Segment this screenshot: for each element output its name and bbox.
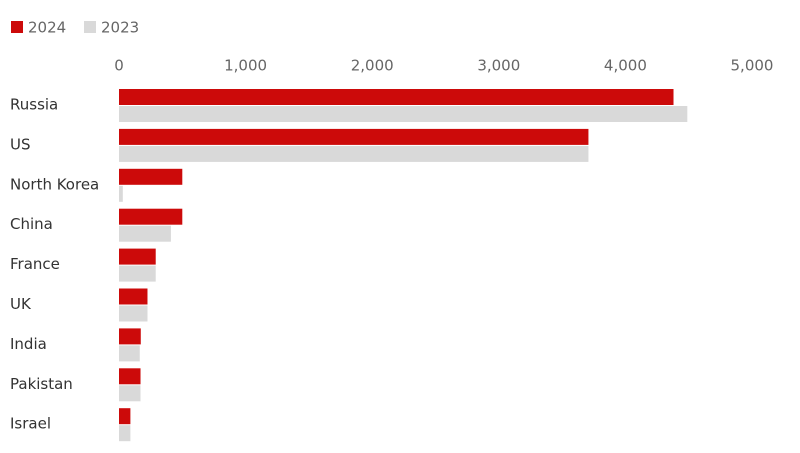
category-label: China [10, 215, 53, 233]
bar [119, 168, 183, 185]
bar [119, 305, 148, 322]
legend-swatch [11, 21, 23, 33]
category-label: Pakistan [10, 375, 73, 393]
x-tick-label: 0 [114, 57, 124, 75]
x-tick-label: 4,000 [604, 57, 647, 75]
bar [119, 265, 156, 282]
bar [119, 185, 123, 202]
bar [119, 345, 140, 362]
bar [119, 288, 148, 305]
category-label: North Korea [10, 175, 99, 193]
x-tick-label: 1,000 [224, 57, 267, 75]
category-label: India [10, 335, 47, 353]
category-label: UK [10, 295, 32, 313]
bar [119, 128, 589, 145]
legend-label: 2024 [28, 19, 66, 37]
bar [119, 106, 688, 122]
x-tick-label: 2,000 [351, 57, 394, 75]
legend-label: 2023 [101, 19, 139, 37]
category-label: Russia [10, 96, 58, 114]
bar [119, 248, 156, 265]
category-label: US [10, 135, 31, 153]
bar [119, 328, 141, 345]
bar [119, 89, 674, 105]
category-label: Israel [10, 415, 51, 433]
bar [119, 408, 131, 425]
bar [119, 225, 171, 242]
x-tick-label: 3,000 [477, 57, 520, 75]
bar [119, 425, 131, 442]
bar [119, 385, 141, 402]
bar [119, 368, 141, 385]
bar [119, 208, 183, 225]
category-label: France [10, 255, 60, 273]
x-tick-label: 5,000 [731, 57, 774, 75]
legend-swatch [84, 21, 96, 33]
bar [119, 145, 589, 162]
